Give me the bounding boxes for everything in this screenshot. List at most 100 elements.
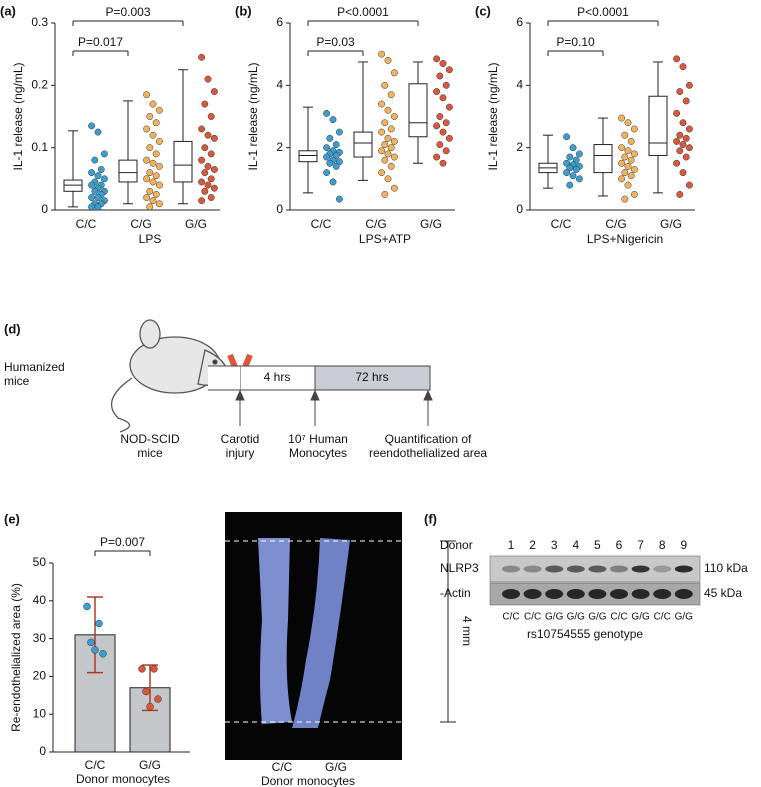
panel-label: (f) [424, 511, 437, 526]
data-point [138, 665, 146, 673]
row-label: NLRP3 [440, 561, 479, 575]
data-point [95, 619, 103, 628]
band [502, 589, 520, 599]
y-tick-label: 50 [33, 555, 47, 569]
data-point [210, 88, 218, 96]
band [566, 565, 585, 573]
data-point [572, 156, 580, 164]
band [545, 565, 564, 573]
donor-number: 5 [594, 538, 601, 552]
data-point [572, 166, 580, 173]
x-axis-label: LPS+Nigericin [587, 232, 663, 246]
data-point [149, 197, 157, 205]
data-point [154, 695, 162, 703]
data-point [143, 91, 151, 99]
box [118, 159, 138, 183]
y-tick-label: 10 [33, 706, 47, 720]
band [588, 589, 607, 599]
data-point [563, 133, 571, 141]
phase-label: 72 hrs [355, 370, 388, 384]
donor-number: 7 [637, 538, 644, 552]
data-point [439, 94, 447, 102]
data-point [627, 137, 635, 145]
data-point [155, 137, 163, 145]
data-point [445, 66, 453, 74]
data-point [143, 175, 151, 183]
blot-caption: rs10754555 genotype [527, 627, 643, 641]
data-point [378, 50, 386, 58]
data-point [566, 153, 574, 161]
data-point [390, 184, 398, 192]
donor-number: 1 [508, 538, 515, 552]
data-point [100, 150, 108, 158]
data-point [335, 195, 343, 203]
scale-label: 4 mm [460, 616, 474, 646]
data-point [210, 184, 218, 192]
y-axis-label: Re-endothelialized area (%) [9, 583, 23, 732]
p-value: P=0.007 [100, 535, 145, 549]
donor-number: 6 [616, 538, 623, 552]
data-point [624, 162, 632, 170]
genotype: G/G [545, 612, 564, 623]
genotype: G/G [588, 612, 607, 623]
data-point [384, 134, 392, 142]
data-point [332, 152, 340, 159]
data-point [679, 141, 687, 149]
y-tick-label: 6 [276, 15, 283, 29]
data-point [436, 113, 444, 120]
data-point [149, 178, 157, 186]
data-point [155, 181, 163, 189]
data-point [381, 190, 389, 198]
band [610, 589, 628, 599]
data-point [329, 178, 337, 186]
data-point [618, 114, 626, 122]
size-label: 110 kDa [704, 561, 748, 575]
row-label: -Actin [440, 586, 471, 600]
image-caption: Donor monocytes [261, 774, 355, 787]
event-label: 10⁷ Human Monocytes [288, 432, 348, 460]
data-point [384, 106, 392, 114]
scale-bar [440, 540, 456, 723]
data-point [207, 194, 215, 201]
y-tick-label: 6 [516, 15, 523, 29]
data-point [387, 125, 395, 133]
panel-label: (d) [4, 321, 21, 336]
data-point [439, 159, 447, 167]
band [631, 565, 650, 573]
event-label: Carotid injury [221, 432, 260, 460]
band [502, 565, 520, 573]
p-value: P=0.017 [78, 35, 123, 49]
data-point [685, 125, 693, 133]
data-point [630, 125, 638, 133]
data-point [624, 181, 632, 189]
data-point [94, 172, 102, 180]
data-point [210, 134, 218, 142]
y-tick-label: 4 [516, 78, 523, 92]
data-point [682, 134, 690, 142]
data-point [390, 153, 398, 161]
y-tick-label: 40 [33, 593, 47, 607]
data-point [445, 103, 453, 111]
data-point [201, 169, 209, 177]
donor-number: 2 [529, 538, 536, 552]
data-point [624, 147, 632, 155]
data-point [442, 119, 450, 127]
data-point [155, 162, 163, 170]
band [566, 589, 585, 599]
data-point [621, 153, 629, 161]
x-tick-label: G/G [185, 217, 207, 231]
data-point [445, 134, 453, 142]
data-point [152, 190, 160, 198]
box [648, 95, 668, 156]
data-point [97, 166, 105, 173]
data-point [676, 147, 684, 155]
data-point [326, 134, 334, 142]
y-tick-label: 2 [516, 140, 523, 154]
data-point [439, 60, 447, 67]
y-tick-label: 0.2 [31, 78, 48, 92]
phase-box [314, 365, 431, 391]
data-point [676, 131, 684, 139]
data-point [91, 187, 99, 195]
box [173, 140, 193, 183]
